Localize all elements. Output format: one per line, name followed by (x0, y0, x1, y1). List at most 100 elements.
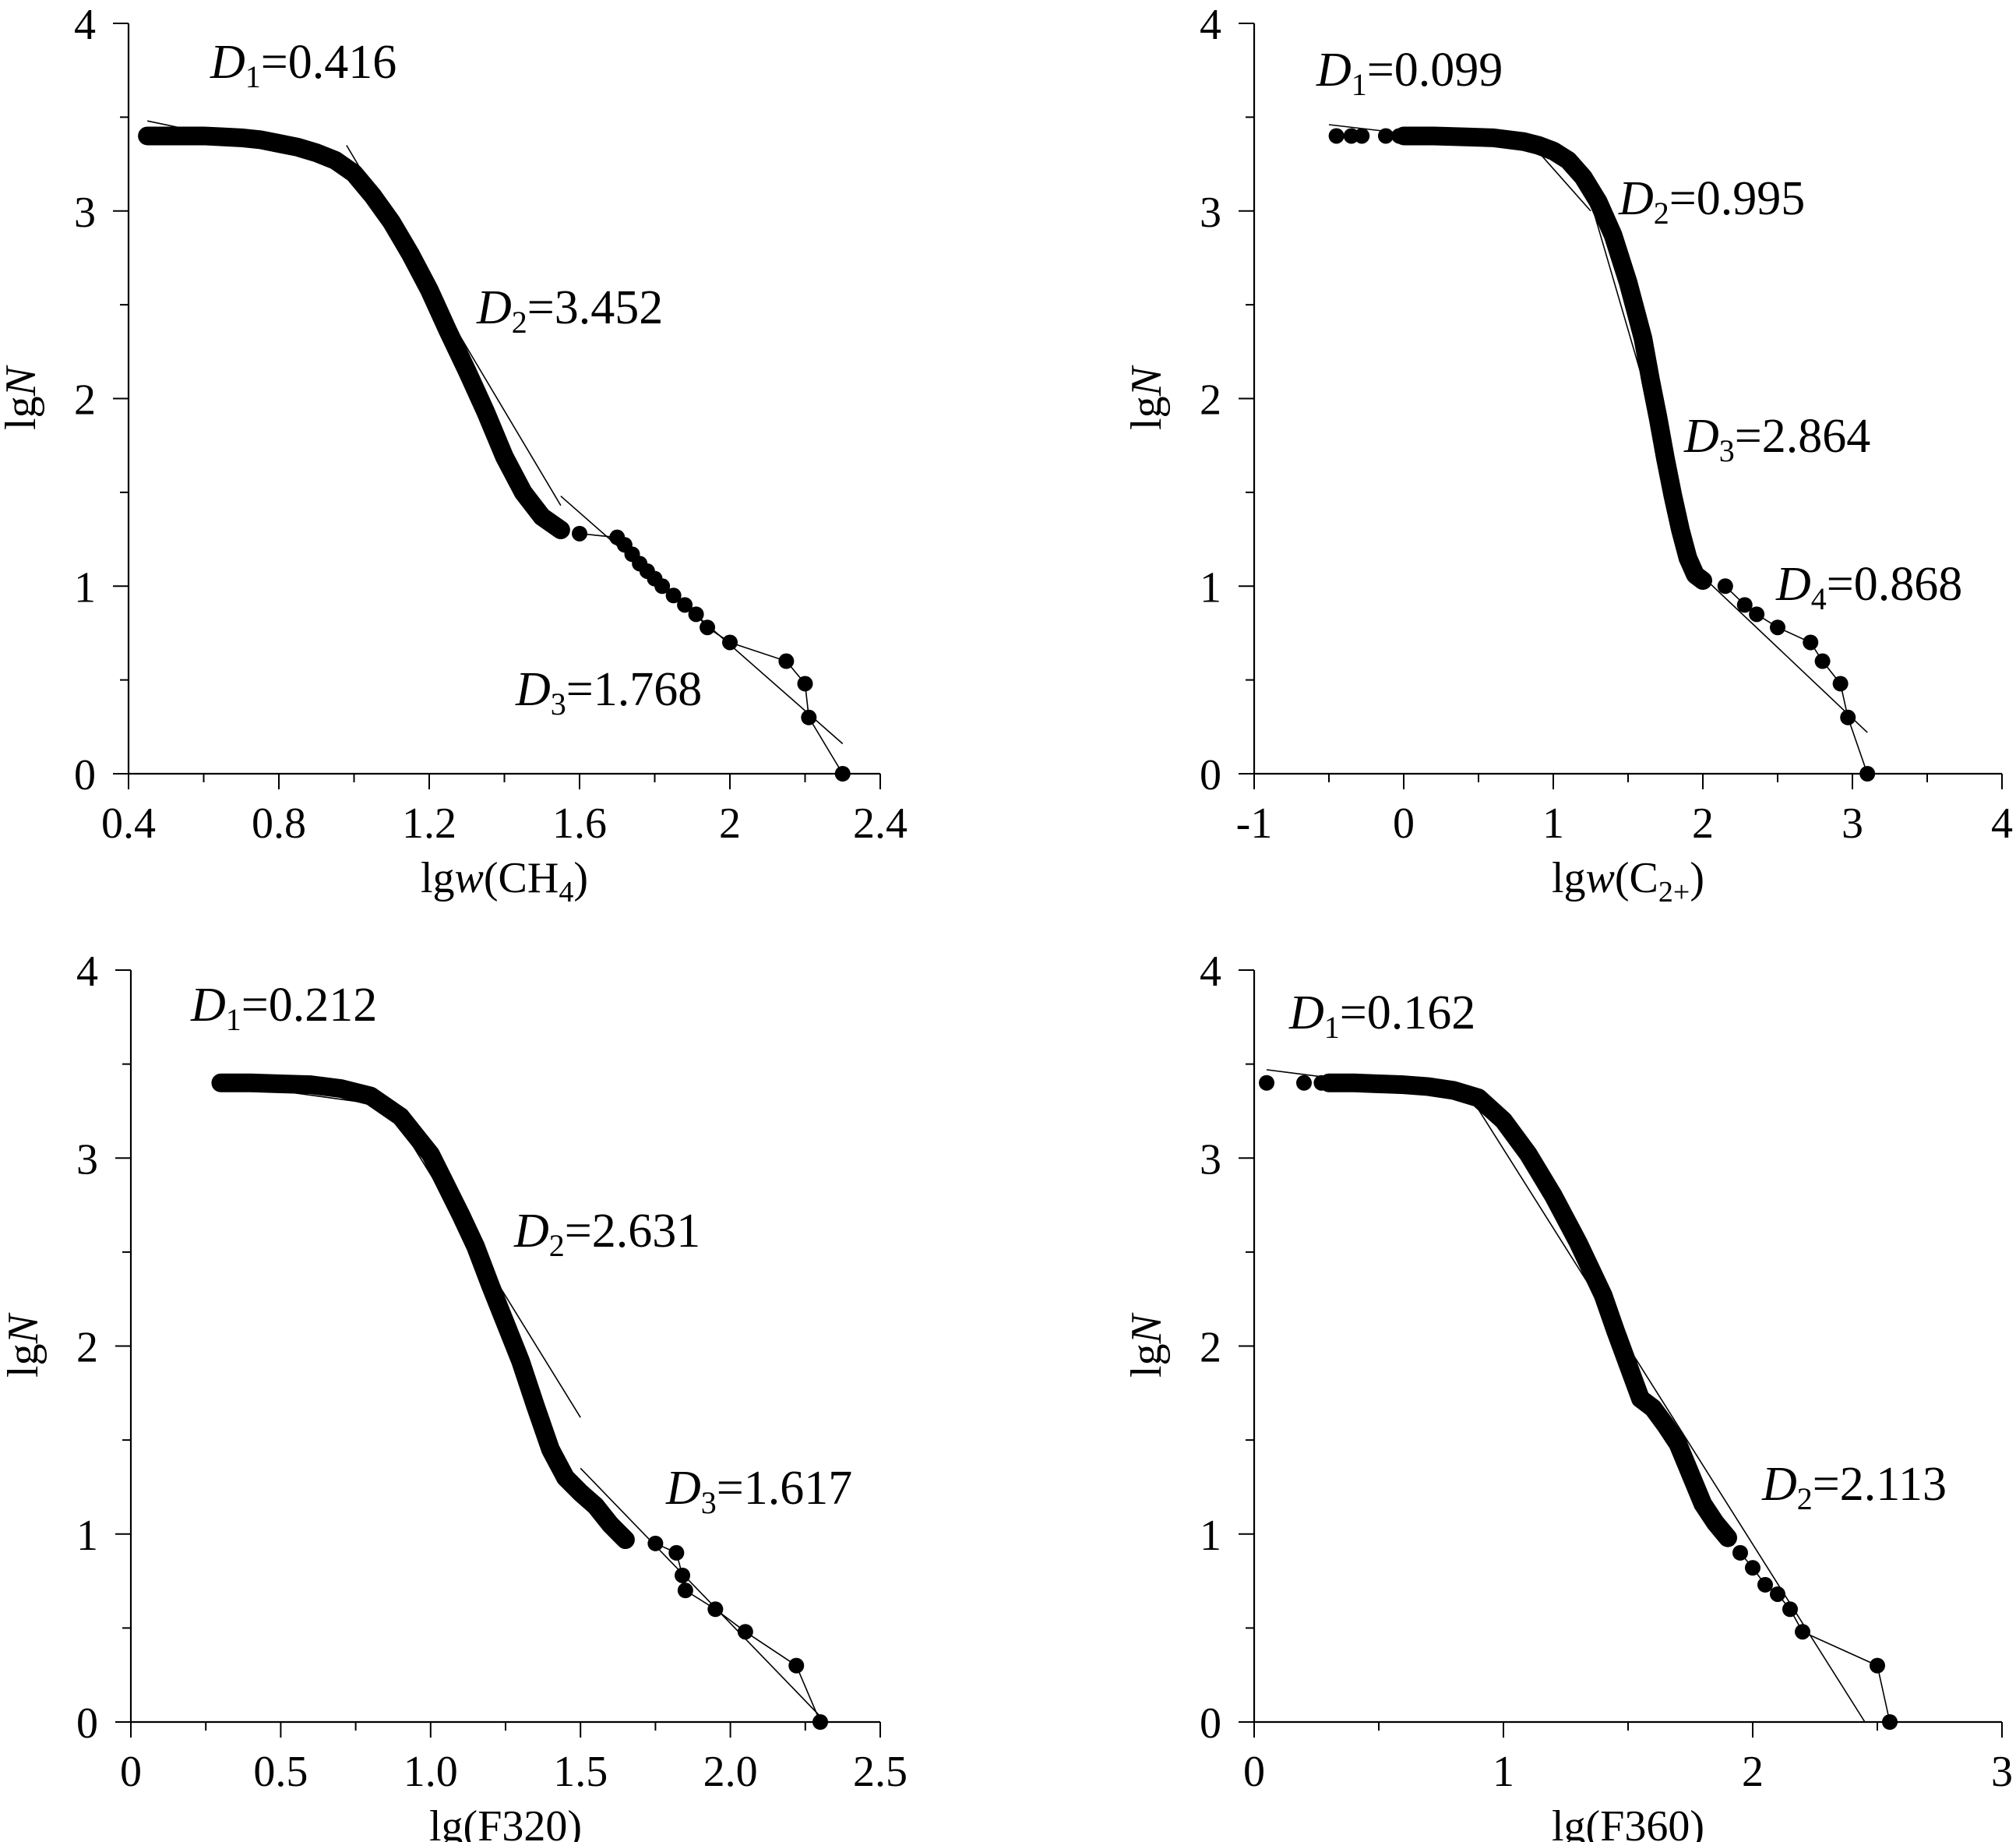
c2plus-y-tick-label: 2 (1200, 376, 1221, 425)
c2plus-data-point (1770, 619, 1785, 636)
f360-y-axis-title: lgN (1123, 1312, 1171, 1378)
c2plus-annotation-d3: D3=2.864 (1683, 410, 1870, 468)
ch4-data-point (665, 588, 682, 604)
c2plus-data-point (1328, 128, 1345, 144)
ch4-x-tick-label: 0.8 (252, 799, 306, 848)
f360-annotation-d1: D1=0.162 (1288, 986, 1475, 1045)
ch4-data-point (722, 634, 738, 651)
ch4-y-tick-label: 4 (74, 1, 96, 49)
c2plus-data-point (1736, 597, 1753, 613)
f360-data-point (1259, 1074, 1274, 1091)
c2plus-annotation-d2: D2=0.995 (1618, 172, 1805, 231)
f320-data-point (677, 1583, 693, 1599)
f320-data-point (647, 1535, 664, 1551)
panel-f320: 0 0.5 1.0 1.5 2.0 2.5 0 1 2 3 4 lg(F320) lgN D1=0.212… (0, 947, 908, 1842)
c2plus-y-tick-label: 1 (1200, 563, 1221, 612)
f320-data-point (231, 1074, 247, 1091)
f320-fit-line-3 (580, 1467, 821, 1717)
f320-x-tick-label: 2.5 (853, 1748, 908, 1796)
c2plus-x-tick-label: 3 (1842, 799, 1863, 848)
ch4-data-band (138, 126, 570, 540)
f320-annotation-d3: D3=1.617 (665, 1462, 852, 1520)
f320-x-tick-label: 2.0 (703, 1748, 758, 1796)
ch4-annotation-d3: D3=1.768 (515, 663, 702, 722)
f320-data-point (737, 1624, 753, 1640)
f320-x-tick-label: 0 (120, 1748, 142, 1796)
c2plus-annotation-d1: D1=0.099 (1316, 44, 1503, 102)
f360-data-point (1782, 1601, 1798, 1618)
ch4-tail-trace (579, 533, 844, 775)
f360-y-tick-label: 4 (1200, 947, 1221, 996)
f320-y-tick-label: 2 (76, 1324, 98, 1372)
panel-c2plus: -1 0 1 2 3 4 0 1 2 3 4 lgw(C2+) lgN D1=0.099 D2=0.995 D… (1123, 1, 2013, 909)
ch4-annotation-d1: D1=0.416 (210, 36, 397, 94)
c2plus-x-tick-label: 2 (1692, 799, 1714, 848)
c2plus-data-point (1396, 128, 1412, 144)
ch4-y-tick-label: 0 (74, 751, 96, 799)
f320-y-tick-label: 1 (76, 1512, 98, 1560)
f320-annotation-d1: D1=0.212 (190, 979, 377, 1037)
c2plus-fit-line-4 (1702, 576, 1868, 733)
f320-data-point (675, 1567, 691, 1583)
f360-annotation-d2: D2=2.113 (1761, 1458, 1947, 1516)
ch4-data-point (700, 619, 716, 636)
f360-data-point (1757, 1576, 1773, 1593)
ch4-y-tick-label: 2 (74, 376, 96, 425)
ch4-x-tick-label: 2.4 (853, 799, 908, 848)
c2plus-data-point (1354, 128, 1370, 144)
f320-x-tick-label: 0.5 (253, 1748, 308, 1796)
f360-data-point (1882, 1714, 1898, 1730)
f360-data-point (1745, 1560, 1760, 1576)
c2plus-annotation-d4: D4=0.868 (1775, 558, 1962, 616)
c2plus-data-band (1394, 126, 1712, 591)
f320-y-tick-label: 0 (76, 1699, 98, 1748)
c2plus-data-point (1717, 578, 1733, 595)
f360-y-tick-label: 3 (1200, 1135, 1221, 1184)
c2plus-data-point (1832, 676, 1849, 692)
ch4-y-tick-label: 1 (74, 563, 96, 612)
f320-data-point (668, 1544, 685, 1561)
ch4-data-point (688, 606, 704, 623)
ch4-x-axis-title: lgw(CH4) (421, 854, 588, 909)
ch4-data-point (801, 709, 817, 725)
f360-y-tick-label: 1 (1200, 1512, 1221, 1560)
ch4-data-point (165, 128, 182, 144)
ch4-y-tick-label: 3 (74, 189, 96, 237)
f320-data-point (707, 1601, 724, 1618)
ch4-x-tick-label: 2 (719, 799, 741, 848)
f320-y-axis-title: lgN (0, 1312, 48, 1378)
f360-data-point (1296, 1074, 1312, 1091)
c2plus-y-tick-label: 3 (1200, 189, 1221, 237)
ch4-annotation-d2: D2=3.452 (476, 281, 663, 340)
f360-fit-line-2 (1472, 1101, 1866, 1723)
f360-data-point (1795, 1624, 1810, 1640)
f360-data-point (1732, 1544, 1748, 1561)
ch4-data-point (778, 653, 795, 669)
f320-data-band (211, 1073, 635, 1549)
f360-x-tick-label: 1 (1493, 1748, 1514, 1796)
f360-x-axis-title: lg(F360) (1552, 1802, 1704, 1842)
panel-ch4: 0.4 0.8 1.2 1.6 2 2.4 0 1 2 3 4 lgw(CH4) lgN D1=0.416… (0, 1, 908, 909)
c2plus-x-tick-label: 0 (1393, 799, 1415, 848)
f360-data-point (1323, 1074, 1340, 1091)
c2plus-data-point (1859, 766, 1876, 782)
c2plus-data-point (1749, 606, 1765, 623)
f320-x-axis-title: lg(F320) (429, 1802, 582, 1842)
ch4-data-point (797, 676, 813, 692)
f320-data-point (812, 1714, 829, 1730)
ch4-data-point (572, 525, 587, 542)
c2plus-x-axis-title: lgw(C2+) (1552, 854, 1704, 909)
f320-x-tick-label: 1.5 (553, 1748, 608, 1796)
f320-y-tick-label: 4 (76, 947, 98, 996)
ch4-data-point (192, 128, 208, 144)
c2plus-y-tick-label: 0 (1200, 751, 1221, 799)
ch4-data-point (834, 766, 851, 782)
f360-data-point (1870, 1657, 1885, 1674)
c2plus-x-tick-label: -1 (1236, 799, 1273, 848)
ch4-data-point (654, 578, 671, 595)
f360-x-tick-label: 2 (1742, 1748, 1764, 1796)
f360-data-band (1320, 1073, 1737, 1547)
c2plus-x-tick-label: 1 (1542, 799, 1564, 848)
c2plus-data-point (1803, 634, 1819, 651)
